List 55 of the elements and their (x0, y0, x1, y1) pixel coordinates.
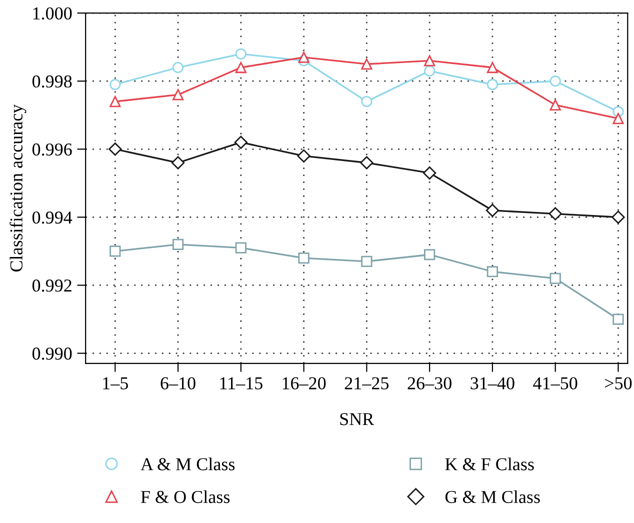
point (361, 96, 372, 108)
point (486, 266, 498, 278)
point (110, 96, 121, 108)
point (235, 242, 246, 254)
x-tick-label: 11–15 (220, 377, 262, 390)
y-tick-label: 0.990 (32, 348, 72, 360)
point (424, 65, 436, 76)
point (108, 142, 122, 156)
point (550, 99, 561, 110)
x-axis-title: SNR (340, 413, 374, 426)
point (235, 48, 246, 60)
point (424, 55, 436, 66)
point (550, 76, 561, 87)
point (298, 52, 310, 63)
y-axis-title: Classification accuracy (10, 104, 26, 272)
point (110, 78, 121, 90)
y-tick-label: 1.000 (33, 7, 72, 20)
point (612, 210, 625, 224)
point (172, 62, 184, 74)
point (612, 314, 624, 325)
point (234, 136, 248, 149)
point (360, 156, 374, 170)
x-tick-label: 16–20 (282, 377, 326, 390)
y-tick-label: 0.998 (32, 75, 72, 88)
point (297, 149, 310, 163)
point (171, 156, 185, 170)
legend-label: F & O Class (140, 490, 230, 504)
point (172, 238, 184, 250)
point (486, 204, 500, 217)
point (550, 272, 561, 284)
x-tick-label: 31–40 (470, 377, 514, 390)
y-tick-label: 0.994 (32, 211, 72, 224)
y-tick-label: 0.992 (32, 279, 72, 292)
x-tick-label: 26–30 (408, 377, 452, 390)
legend-label: K & F Class (445, 458, 534, 470)
point (486, 62, 498, 74)
point (548, 207, 562, 220)
y-tick-label: 0.996 (32, 143, 72, 156)
point (486, 78, 498, 90)
point (361, 58, 372, 70)
point (361, 256, 372, 267)
x-tick-label: 41–50 (533, 377, 578, 390)
point (612, 112, 624, 124)
point (110, 246, 121, 257)
x-tick-label: 1–5 (103, 377, 128, 390)
legend-label: G & M Class (445, 490, 540, 504)
point (235, 62, 246, 74)
point (298, 252, 310, 264)
x-tick-label: >50 (605, 377, 632, 390)
legend-label: A & M Class (140, 458, 235, 470)
point (424, 249, 436, 260)
point (172, 89, 184, 100)
point (422, 166, 436, 180)
x-tick-label: 6–10 (160, 377, 196, 390)
x-tick-label: 21–25 (344, 377, 389, 390)
